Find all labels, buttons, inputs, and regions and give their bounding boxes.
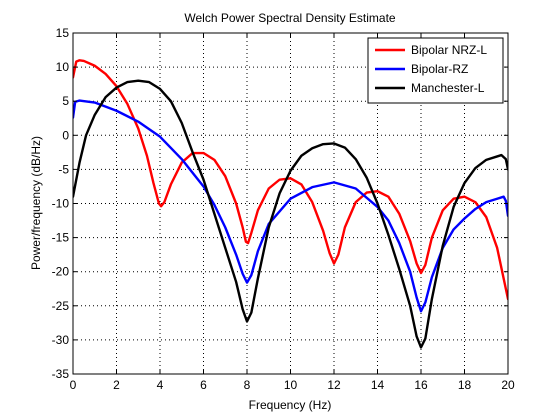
series-line-bipolar-rz: [73, 99, 508, 313]
x-tick-label: 2: [113, 378, 120, 392]
y-tick-label: 0: [62, 128, 69, 142]
axis-ticks: [72, 32, 509, 375]
x-tick-label: 20: [501, 378, 515, 392]
x-axis-label: Frequency (Hz): [249, 398, 332, 412]
series-line-bipolar-nrz-l: [73, 59, 508, 301]
y-tick-label: -10: [52, 197, 70, 211]
x-tick-label: 16: [414, 378, 428, 392]
x-tick-label: 18: [458, 378, 472, 392]
y-tick-label: 5: [62, 94, 69, 108]
series-line-manchester-l: [73, 79, 508, 349]
y-tick-label: -5: [58, 162, 69, 176]
x-tick-labels: 0 2 4 6 8 10 12 14 16 18 20: [70, 378, 515, 392]
y-tick-label: -30: [52, 333, 70, 347]
x-tick-label: 10: [284, 378, 298, 392]
y-tick-label: -20: [52, 265, 70, 279]
chart-title: Welch Power Spectral Density Estimate: [184, 11, 396, 25]
y-tick-label: -25: [52, 299, 70, 313]
x-tick-label: 12: [327, 378, 341, 392]
legend-label: Manchester-L: [411, 81, 485, 95]
x-tick-label: 8: [244, 378, 251, 392]
y-tick-labels: -35 -30 -25 -20 -15 -10 -5 0 5 10 15: [52, 26, 70, 381]
y-tick-label: -15: [52, 231, 70, 245]
y-tick-label: -35: [52, 367, 70, 381]
y-tick-label: 10: [56, 60, 70, 74]
legend-label: Bipolar-RZ: [411, 62, 468, 76]
x-tick-label: 4: [157, 378, 164, 392]
legend: Bipolar NRZ-L Bipolar-RZ Manchester-L: [367, 37, 504, 104]
y-tick-label: 15: [56, 26, 70, 40]
x-tick-label: 14: [371, 378, 385, 392]
x-tick-label: 0: [70, 378, 77, 392]
x-tick-label: 6: [200, 378, 207, 392]
y-axis-label: Power/frequency (dB/Hz): [29, 136, 43, 270]
series-lines: [73, 59, 508, 349]
legend-label: Bipolar NRZ-L: [411, 43, 487, 57]
